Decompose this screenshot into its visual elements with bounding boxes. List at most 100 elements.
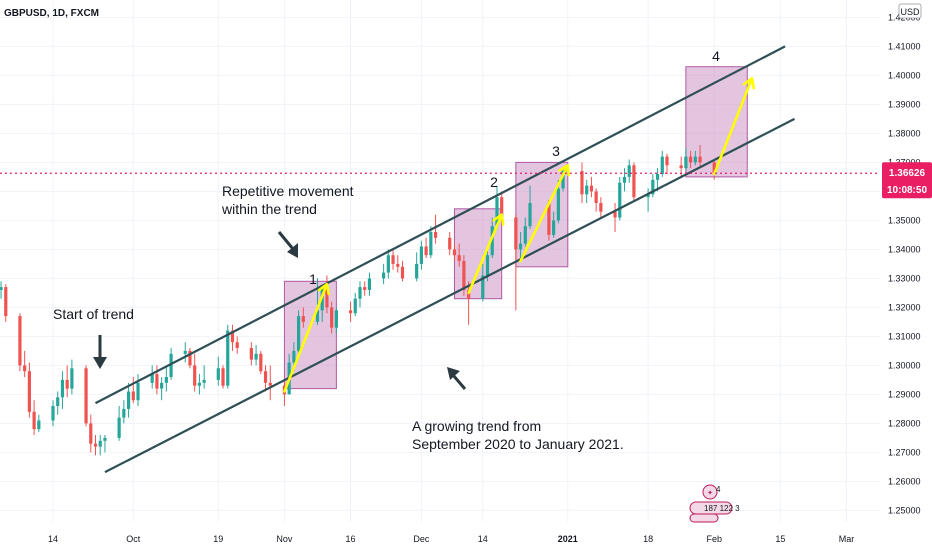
candle-body bbox=[315, 310, 320, 322]
wave-arrow bbox=[283, 282, 330, 393]
channel-lower-line[interactable] bbox=[104, 117, 796, 474]
candle-body bbox=[0, 287, 3, 290]
candle-body bbox=[514, 217, 518, 250]
price-tick-label: 1.25000 bbox=[888, 505, 921, 515]
candle-body bbox=[684, 156, 688, 169]
candle-body bbox=[467, 290, 471, 299]
currency-badge[interactable]: USD bbox=[898, 3, 922, 19]
candle-body bbox=[613, 211, 617, 218]
price-tick-label: 1.33000 bbox=[888, 273, 921, 283]
price-tick-label: 1.34000 bbox=[888, 244, 921, 254]
candle-body bbox=[150, 374, 154, 383]
candle-body bbox=[452, 249, 457, 256]
candle-body bbox=[627, 165, 631, 177]
candle-body bbox=[131, 391, 135, 401]
time-tick-label: Dec bbox=[413, 534, 430, 544]
candle-body bbox=[160, 382, 164, 389]
candle-body bbox=[197, 382, 202, 386]
candle-body bbox=[84, 368, 88, 424]
channel-upper-line[interactable] bbox=[95, 45, 786, 405]
price-tick-label: 1.35000 bbox=[888, 215, 921, 225]
candle-body bbox=[585, 185, 589, 195]
candle-body bbox=[169, 353, 173, 377]
candle-body bbox=[457, 255, 461, 261]
candle-body bbox=[618, 182, 622, 218]
growing-trend-line2: September 2020 to January 2021. bbox=[412, 436, 624, 452]
highlight-zone bbox=[515, 161, 569, 268]
candle-body bbox=[155, 374, 159, 389]
candle-body bbox=[660, 156, 664, 174]
time-tick-label: Nov bbox=[276, 534, 293, 544]
candle-body bbox=[60, 379, 65, 398]
candle-body bbox=[103, 437, 107, 441]
candle-body bbox=[415, 263, 419, 279]
candle-body bbox=[651, 179, 655, 195]
candle-body bbox=[183, 350, 187, 354]
candle-body bbox=[117, 417, 121, 438]
candle-body bbox=[594, 191, 598, 203]
candle-body bbox=[433, 232, 438, 238]
price-tick-label: 1.40000 bbox=[888, 70, 921, 80]
candle-body bbox=[367, 278, 372, 290]
price-tick-label: 1.28000 bbox=[888, 418, 921, 428]
candle-body bbox=[188, 350, 192, 366]
price-tick-label: 1.31000 bbox=[888, 331, 921, 341]
candle-body bbox=[136, 382, 140, 401]
candle-body bbox=[495, 197, 499, 227]
candle-body bbox=[193, 365, 197, 386]
time-tick-label: Oct bbox=[126, 534, 141, 544]
candle-body bbox=[490, 226, 494, 256]
candle-body bbox=[589, 185, 594, 192]
candle-body bbox=[632, 165, 636, 198]
candle-body bbox=[655, 174, 660, 180]
candle-body bbox=[235, 342, 239, 348]
time-tick-label: 14 bbox=[478, 534, 488, 544]
time-tick-label: 14 bbox=[48, 534, 58, 544]
price-tick-label: 1.26000 bbox=[888, 476, 921, 486]
candle-body bbox=[622, 176, 627, 183]
events-badge-group[interactable]: ✦ 4 187 122 3 bbox=[689, 484, 740, 523]
candle-body bbox=[98, 440, 102, 447]
candle-body bbox=[296, 316, 301, 351]
candle-body bbox=[202, 379, 206, 383]
price-tick-label: 1.30000 bbox=[888, 360, 921, 370]
candle-body bbox=[698, 156, 702, 163]
candle-body bbox=[89, 423, 93, 444]
symbol-title: GBPUSD, 1D, FXCM bbox=[4, 8, 99, 19]
candle-body bbox=[485, 255, 490, 276]
trend-channel bbox=[95, 45, 796, 474]
candle-body bbox=[334, 310, 338, 328]
candle-body bbox=[646, 194, 650, 198]
candle-body bbox=[481, 275, 485, 299]
candle-body bbox=[221, 368, 225, 386]
candle-body bbox=[386, 255, 390, 273]
wave-label-2: 2 bbox=[490, 174, 498, 190]
price-tick-label: 1.41000 bbox=[888, 41, 921, 51]
candle-body bbox=[23, 365, 27, 372]
candle-body bbox=[712, 162, 716, 174]
start-pointer-arrow-icon bbox=[93, 335, 107, 369]
candle-body bbox=[448, 237, 452, 250]
candle-body bbox=[419, 246, 423, 264]
candle-body bbox=[325, 287, 329, 308]
candle-body bbox=[65, 379, 69, 389]
candle-body bbox=[580, 171, 584, 195]
price-tick-label: 1.32000 bbox=[888, 302, 921, 312]
wave-arrows bbox=[283, 77, 756, 393]
candle-body bbox=[93, 443, 98, 447]
candle-body bbox=[249, 348, 253, 360]
candle-body bbox=[56, 397, 60, 406]
candle-body bbox=[396, 263, 400, 267]
candle-body bbox=[391, 255, 395, 264]
flag-icon: ✦ bbox=[707, 489, 713, 497]
candle-body bbox=[330, 307, 334, 328]
currency-label: USD bbox=[900, 7, 920, 17]
price-tick-label: 1.29000 bbox=[888, 389, 921, 399]
candle-body bbox=[263, 371, 268, 383]
time-scale[interactable]: 14 Oct 19 Nov 16 Dec 14 2021 18 Feb 15 Mar bbox=[48, 534, 854, 544]
candle-body bbox=[122, 408, 126, 418]
candle-body bbox=[424, 246, 428, 256]
repetitive-pointer-arrow-icon bbox=[277, 231, 298, 258]
candle-body bbox=[556, 188, 560, 221]
